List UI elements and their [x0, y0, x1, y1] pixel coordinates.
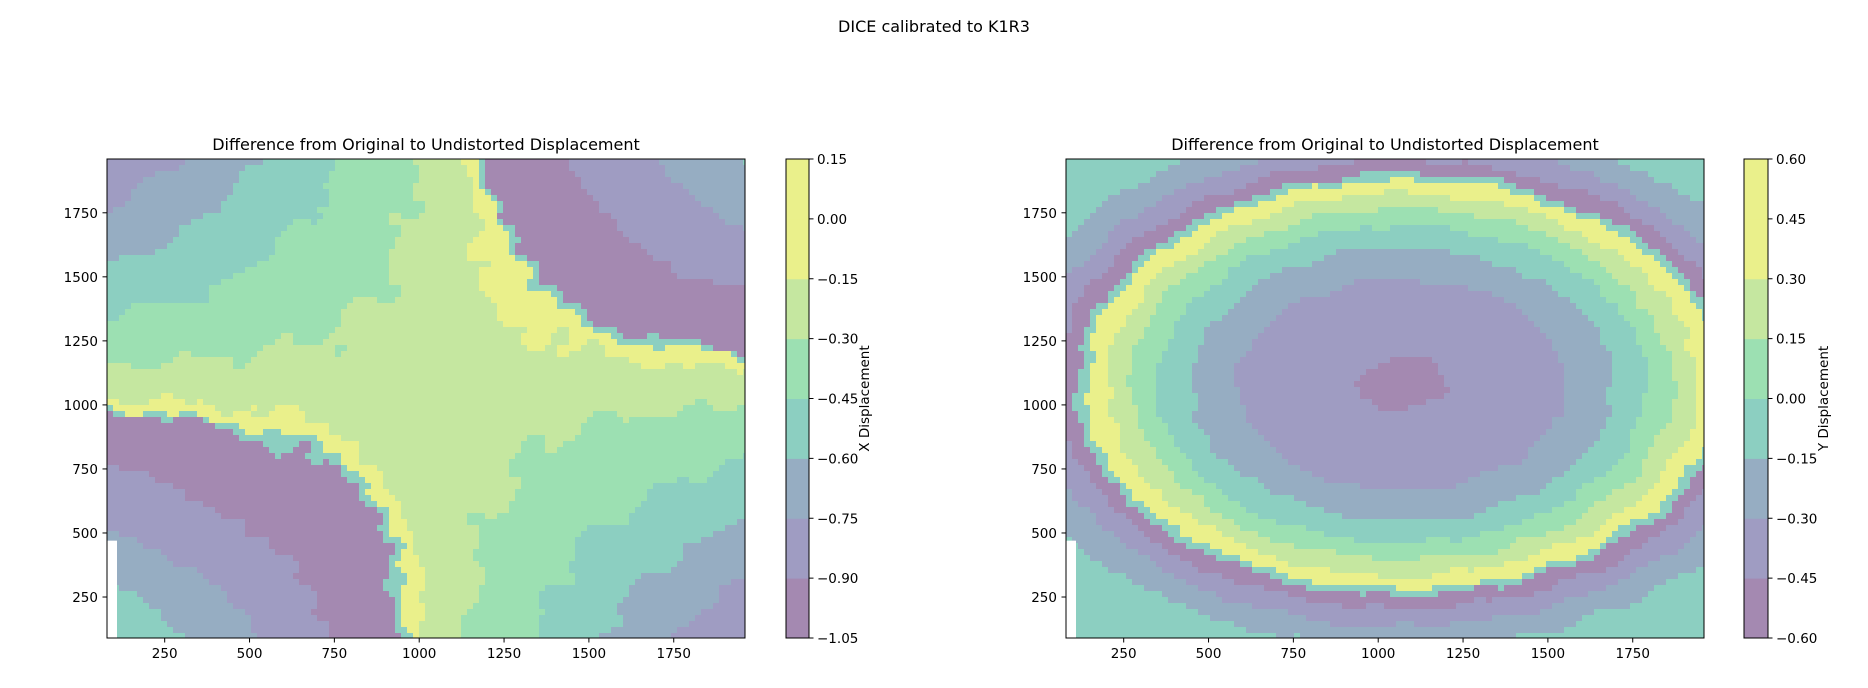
colorbar-segment — [1744, 159, 1768, 220]
colorbar-tick-label: −0.75 — [817, 511, 858, 527]
figure-title: DICE calibrated to K1R3 — [838, 17, 1030, 36]
colorbar-tick-label: 0.30 — [1776, 272, 1806, 288]
colorbar-tick-label: 0.00 — [817, 212, 847, 228]
colorbar-tick-label: 0.00 — [1776, 392, 1806, 408]
x-tick-label: 750 — [1280, 646, 1306, 662]
colorbar-tick-label: −0.60 — [1776, 631, 1817, 647]
y-tick-label: 1000 — [64, 398, 98, 414]
x-tick-label: 250 — [152, 646, 178, 662]
colorbar-segment — [786, 159, 809, 220]
contour-field — [1066, 159, 1704, 638]
x-tick-label: 750 — [321, 646, 347, 662]
x-tick-label: 1250 — [487, 646, 521, 662]
x-tick-label: 500 — [237, 646, 263, 662]
colorbar-segment — [786, 518, 809, 579]
colorbar-tick-label: 0.15 — [817, 152, 847, 168]
colorbar-segment — [1744, 518, 1768, 579]
colorbar-segment — [786, 458, 809, 519]
y-tick-label: 1500 — [1023, 270, 1057, 286]
x-tick-label: 1500 — [572, 646, 606, 662]
x-tick-label: 1000 — [1361, 646, 1395, 662]
colorbar-label: X Displacement — [857, 345, 873, 451]
colorbar-segment — [786, 218, 809, 280]
colorbar-segment — [786, 278, 809, 340]
x-tick-label: 1250 — [1446, 646, 1480, 662]
colorbar-tick-label: −0.30 — [1776, 511, 1817, 527]
y-tick-label: 250 — [1031, 590, 1057, 606]
colorbar-tick-label: −0.30 — [817, 332, 858, 348]
x-tick-label: 250 — [1111, 646, 1137, 662]
colorbar: −0.60 −0.45 −0.30 −0.15 0.00 0.15 0.30 0.45 0.60… — [1743, 152, 1832, 647]
colorbar-segment — [1744, 338, 1768, 399]
y-tick-label: 1750 — [64, 206, 98, 222]
x-tick-label: 1750 — [657, 646, 691, 662]
colorbar-tick-label: −0.90 — [817, 571, 858, 587]
y-tick-label: 750 — [1031, 462, 1057, 478]
colorbar-segment — [1744, 458, 1768, 519]
y-tick-label: 500 — [72, 526, 98, 542]
y-tick-label: 1500 — [64, 270, 98, 286]
colorbar-segment — [786, 398, 809, 459]
contour-panel-2: Difference from Original to Undistorted … — [1023, 135, 1832, 662]
x-tick-label: 1000 — [402, 646, 436, 662]
colorbar-label: Y Displacement — [1816, 346, 1832, 452]
x-tick-label: 500 — [1196, 646, 1222, 662]
colorbar-tick-label: 0.60 — [1776, 152, 1806, 168]
contour-field — [107, 159, 745, 638]
colorbar-segment — [786, 338, 809, 399]
y-tick-label: 500 — [1031, 526, 1057, 542]
x-tick-label: 1750 — [1616, 646, 1650, 662]
colorbar-segment — [1744, 218, 1768, 280]
colorbar-tick-label: −0.60 — [817, 451, 858, 467]
colorbar: −1.05 −0.90 −0.75 −0.60 −0.45 −0.30 −0.15 0.00 0… — [785, 152, 873, 647]
y-tick-label: 1250 — [64, 334, 98, 350]
y-tick-label: 1750 — [1023, 206, 1057, 222]
axes-frame — [1065, 158, 1705, 639]
colorbar-tick-label: −0.15 — [817, 272, 858, 288]
colorbar-segment — [1744, 578, 1768, 639]
panel-title: Difference from Original to Undistorted … — [212, 135, 640, 154]
y-tick-label: 1250 — [1023, 334, 1057, 350]
colorbar-segment — [1744, 398, 1768, 459]
y-tick-label: 250 — [72, 590, 98, 606]
colorbar-segment — [1744, 278, 1768, 340]
colorbar-tick-label: −0.45 — [1776, 571, 1817, 587]
colorbar-tick-label: −0.45 — [817, 392, 858, 408]
colorbar-tick-label: −1.05 — [817, 631, 858, 647]
colorbar-tick-label: −0.15 — [1776, 451, 1817, 467]
axes-frame — [106, 158, 746, 639]
y-tick-label: 1000 — [1023, 398, 1057, 414]
x-tick-label: 1500 — [1531, 646, 1565, 662]
colorbar-tick-label: 0.15 — [1776, 332, 1806, 348]
colorbar-tick-label: 0.45 — [1776, 212, 1806, 228]
contour-panel-1: Difference from Original to Undistorted … — [64, 135, 873, 662]
panel-title: Difference from Original to Undistorted … — [1171, 135, 1599, 154]
colorbar-segment — [786, 578, 809, 639]
y-tick-label: 750 — [72, 462, 98, 478]
